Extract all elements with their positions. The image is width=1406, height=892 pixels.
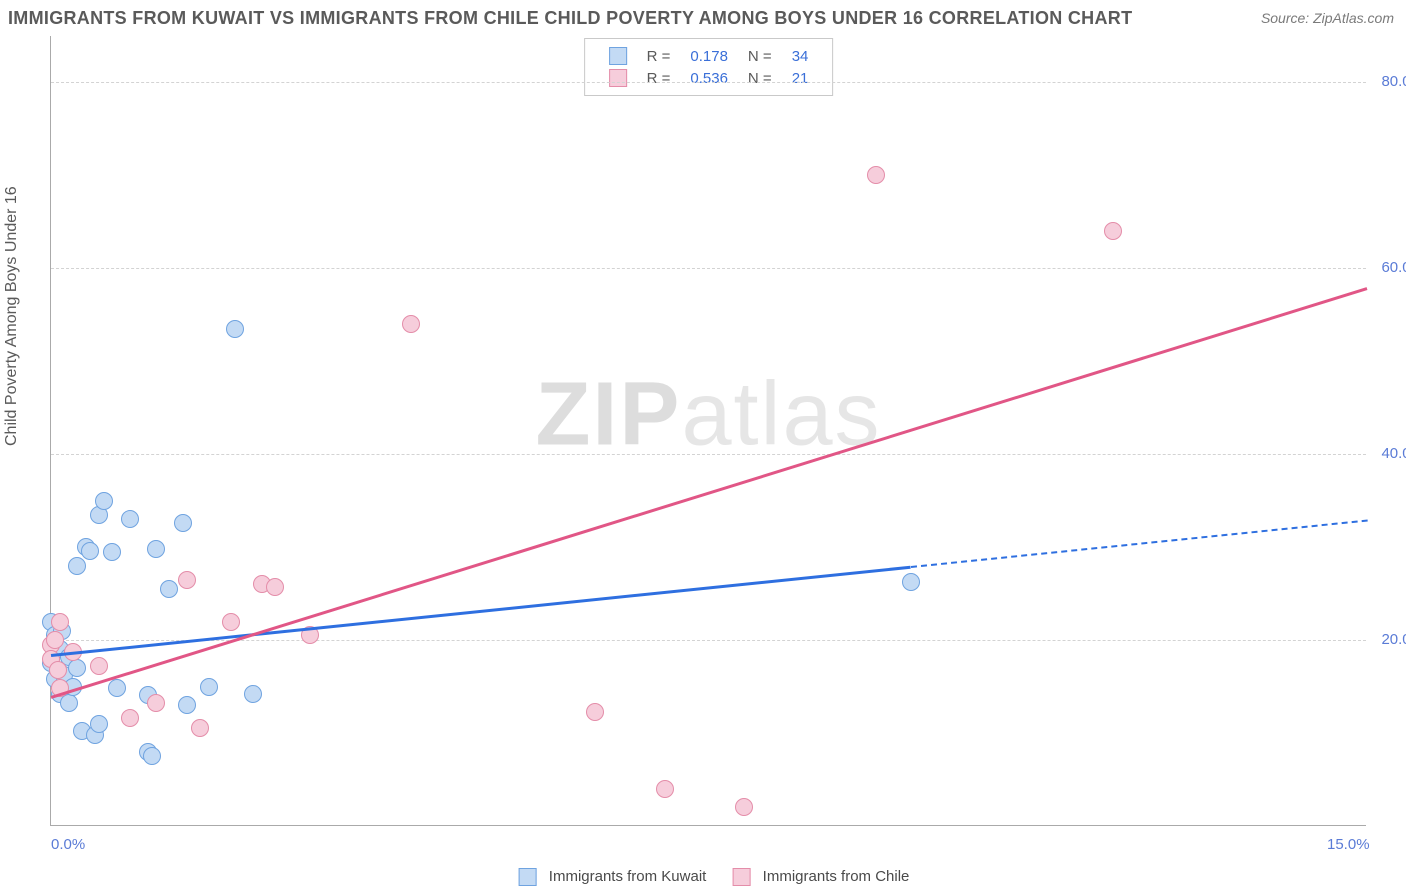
data-point-kuwait — [226, 320, 244, 338]
legend-r-label: R = — [637, 45, 681, 67]
data-point-chile — [735, 798, 753, 816]
data-point-kuwait — [121, 510, 139, 528]
data-point-kuwait — [95, 492, 113, 510]
data-point-kuwait — [902, 573, 920, 591]
legend-bottom: Immigrants from Kuwait Immigrants from C… — [497, 868, 910, 886]
data-point-kuwait — [178, 696, 196, 714]
data-point-chile — [46, 631, 64, 649]
gridline — [51, 268, 1366, 269]
data-point-kuwait — [81, 542, 99, 560]
gridline — [51, 454, 1366, 455]
legend-n-label: N = — [738, 45, 782, 67]
legend-r-label: R = — [637, 67, 681, 89]
gridline — [51, 82, 1366, 83]
data-point-chile — [402, 315, 420, 333]
chart-container: IMMIGRANTS FROM KUWAIT VS IMMIGRANTS FRO… — [0, 0, 1406, 892]
legend-stats: R = 0.178 N = 34 R = 0.536 N = 21 — [584, 38, 834, 96]
legend-stats-row-chile: R = 0.536 N = 21 — [599, 67, 819, 89]
data-point-chile — [867, 166, 885, 184]
x-tick-label: 0.0% — [51, 836, 85, 853]
swatch-kuwait-icon — [609, 47, 627, 65]
swatch-chile-icon — [733, 868, 751, 886]
data-point-kuwait — [68, 659, 86, 677]
y-axis-label: Child Poverty Among Boys Under 16 — [3, 186, 21, 446]
data-point-kuwait — [147, 540, 165, 558]
chart-source: Source: ZipAtlas.com — [1261, 10, 1394, 26]
y-tick-label: 40.0% — [1381, 445, 1406, 462]
data-point-chile — [147, 694, 165, 712]
data-point-kuwait — [200, 678, 218, 696]
data-point-kuwait — [244, 685, 262, 703]
legend-n-value-chile: 21 — [782, 67, 819, 89]
legend-bottom-chile-label: Immigrants from Chile — [763, 868, 910, 885]
trendline — [51, 287, 1368, 698]
data-point-kuwait — [90, 715, 108, 733]
y-tick-label: 20.0% — [1381, 631, 1406, 648]
data-point-chile — [191, 719, 209, 737]
legend-stats-row-kuwait: R = 0.178 N = 34 — [599, 45, 819, 67]
data-point-chile — [121, 709, 139, 727]
swatch-kuwait-icon — [519, 868, 537, 886]
watermark: ZIPatlas — [535, 363, 881, 466]
data-point-kuwait — [143, 747, 161, 765]
data-point-chile — [1104, 222, 1122, 240]
data-point-chile — [51, 613, 69, 631]
watermark-bold: ZIP — [535, 364, 681, 464]
plot-area: ZIPatlas R = 0.178 N = 34 R = 0.536 N = … — [50, 36, 1366, 826]
legend-n-label: N = — [738, 67, 782, 89]
data-point-chile — [656, 780, 674, 798]
data-point-chile — [222, 613, 240, 631]
data-point-kuwait — [108, 679, 126, 697]
y-tick-label: 60.0% — [1381, 259, 1406, 276]
y-tick-label: 80.0% — [1381, 73, 1406, 90]
data-point-chile — [90, 657, 108, 675]
legend-r-value-chile: 0.536 — [680, 67, 738, 89]
chart-title: IMMIGRANTS FROM KUWAIT VS IMMIGRANTS FRO… — [8, 8, 1132, 29]
legend-n-value-kuwait: 34 — [782, 45, 819, 67]
data-point-kuwait — [174, 514, 192, 532]
trendline — [911, 519, 1367, 567]
data-point-kuwait — [103, 543, 121, 561]
data-point-kuwait — [68, 557, 86, 575]
data-point-chile — [49, 661, 67, 679]
data-point-kuwait — [160, 580, 178, 598]
data-point-chile — [178, 571, 196, 589]
swatch-chile-icon — [609, 69, 627, 87]
gridline — [51, 640, 1366, 641]
data-point-chile — [586, 703, 604, 721]
data-point-chile — [266, 578, 284, 596]
legend-bottom-kuwait-label: Immigrants from Kuwait — [549, 868, 707, 885]
legend-r-value-kuwait: 0.178 — [680, 45, 738, 67]
x-tick-label: 15.0% — [1327, 836, 1370, 853]
